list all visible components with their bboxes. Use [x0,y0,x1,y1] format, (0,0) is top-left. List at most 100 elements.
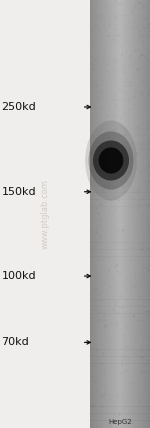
Ellipse shape [93,140,129,181]
Bar [136,0,137,428]
Bar [105,0,106,428]
Bar [143,0,144,428]
Bar [101,0,102,428]
Bar [123,0,124,428]
Bar [121,0,122,428]
Bar [90,242,150,250]
Bar [118,0,119,428]
Bar [90,50,150,57]
Bar [90,313,150,321]
Bar [90,285,150,292]
Bar [90,406,150,414]
Bar [90,392,150,399]
Bar [146,0,147,428]
Text: 70kd: 70kd [2,337,29,348]
Bar [90,163,150,171]
Bar [107,0,108,428]
Bar [128,0,129,428]
Bar [93,0,94,428]
Bar [107,0,108,428]
Bar [90,371,150,378]
Bar [103,0,104,428]
Bar [114,0,115,428]
Bar [131,0,132,428]
Bar [141,0,142,428]
Bar [90,99,150,107]
Bar [113,0,114,428]
Text: 250kd: 250kd [2,102,36,112]
Bar [90,349,150,357]
Text: 150kd: 150kd [2,187,36,197]
Bar [90,178,150,185]
Bar [146,0,147,428]
Bar [90,328,150,335]
Bar [131,0,132,428]
Bar [104,0,105,428]
Bar [90,114,150,121]
Bar [132,0,133,428]
Bar [110,0,111,428]
Text: HepG2: HepG2 [108,419,132,425]
Bar [90,7,150,14]
Bar [122,0,123,428]
Bar [145,0,146,428]
Bar [119,0,120,428]
Bar [90,235,150,243]
Bar [149,0,150,428]
Bar [137,0,138,428]
Bar [90,420,150,428]
Bar [90,92,150,100]
Bar [140,0,141,428]
Bar [101,0,102,428]
Bar [90,149,150,157]
Bar [90,385,150,392]
Bar [90,64,150,71]
Bar [144,0,145,428]
Bar [125,0,126,428]
Bar [90,171,150,178]
Bar [90,28,150,36]
Bar [90,321,150,328]
Bar [100,0,101,428]
Bar [104,0,105,428]
Bar [134,0,135,428]
Bar [134,0,135,428]
Bar [119,0,120,428]
Bar [90,157,150,164]
Bar [147,0,148,428]
Bar [113,0,114,428]
Bar [125,0,126,428]
Bar [90,356,150,364]
Bar [90,299,150,307]
Bar [90,107,150,114]
Bar [90,335,150,342]
Bar [143,0,144,428]
Bar [142,0,143,428]
Bar [90,42,150,50]
Bar [90,264,150,271]
Bar [148,0,149,428]
Bar [109,0,110,428]
Bar [127,0,128,428]
Bar [122,0,123,428]
Bar [90,135,150,143]
Bar [116,0,117,428]
Bar [98,0,99,428]
Bar [102,0,103,428]
Bar [130,0,131,428]
Bar [116,0,117,428]
Bar [99,0,100,428]
Bar [92,0,93,428]
Bar [90,0,150,7]
Bar [90,21,150,29]
Bar [90,413,150,421]
Bar [90,214,150,221]
Bar [90,78,150,86]
Bar [115,0,116,428]
Bar [98,0,99,428]
Bar [92,0,93,428]
Bar [90,363,150,371]
Bar [112,0,113,428]
Bar [95,0,96,428]
Bar [108,0,109,428]
